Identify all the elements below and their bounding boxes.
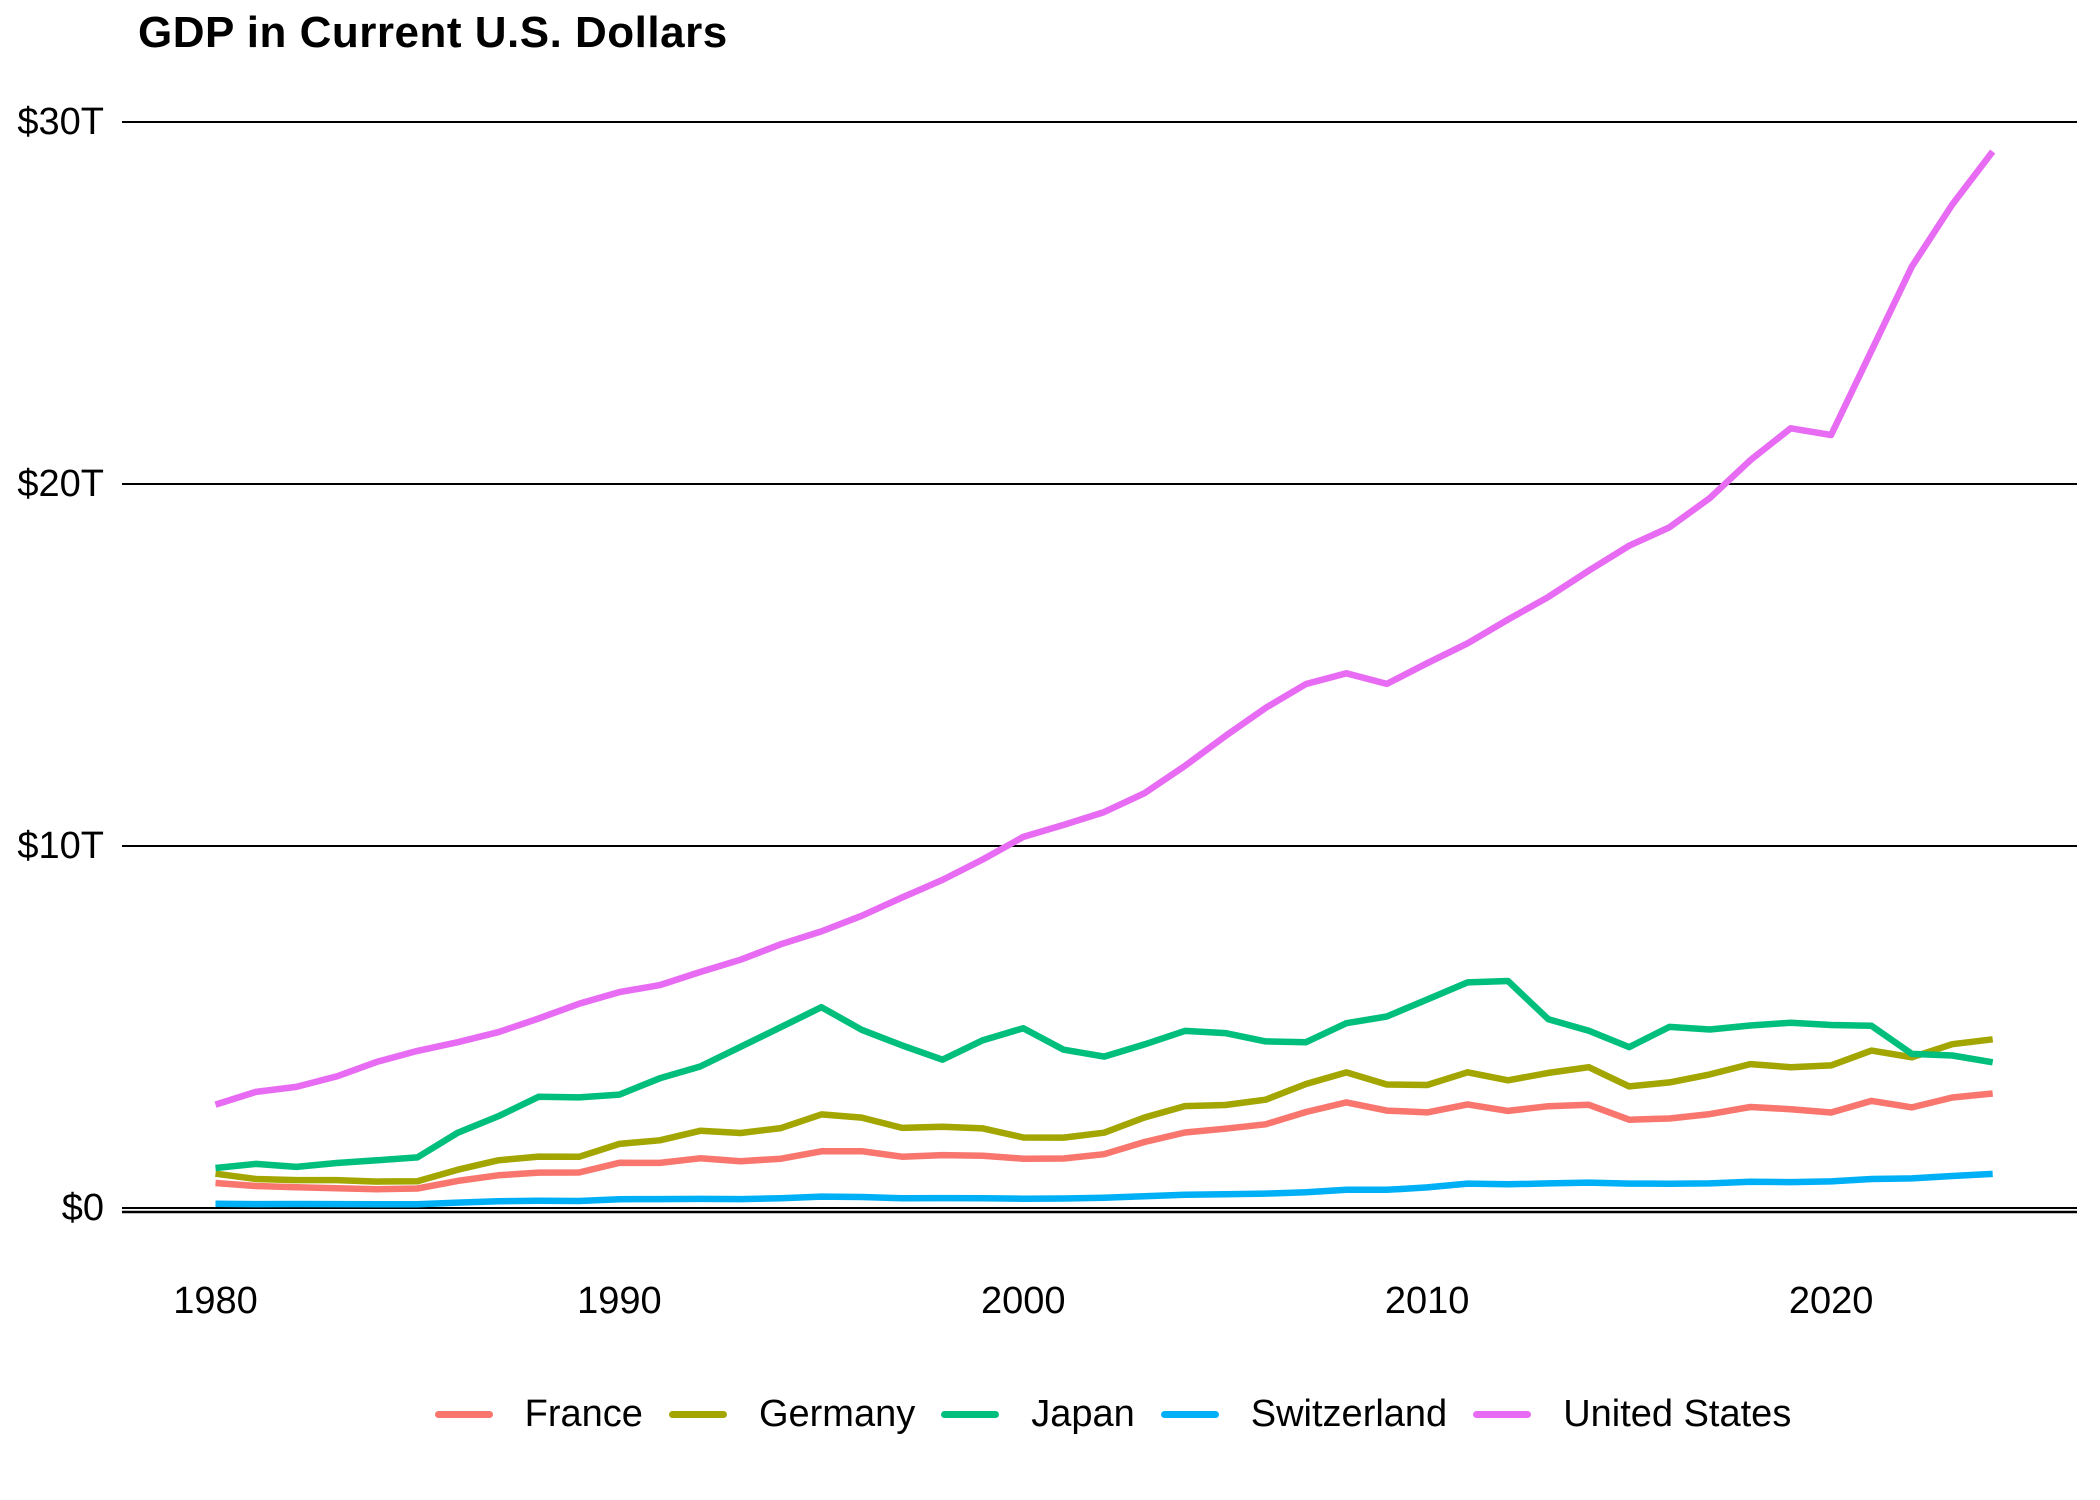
series-line-germany [215,1036,1994,1185]
series-line-switzerland [215,1170,1993,1208]
legend-label-japan: Japan [1031,1393,1135,1435]
legend: France Germany Japan Switzerland United Stat… [63,1392,2100,1436]
legend-swatch-japan [941,1410,1000,1418]
series-line-france [215,1090,1994,1193]
x-tick-label-2000: 2000 [981,1280,1066,1322]
legend-label-france: France [524,1393,643,1435]
legend-swatch-germany [668,1410,727,1418]
chart-title: GDP in Current U.S. Dollars [138,8,728,57]
x-tick-label-1980: 1980 [173,1280,258,1322]
y-tick-label--20t: $20T [17,463,104,505]
gridlines [122,121,2077,1209]
x-tick-label-1990: 1990 [577,1280,662,1322]
y-tick-label--10t: $10T [17,825,104,867]
y-tick-label--0: $0 [61,1187,104,1229]
legend-item-germany: Germany [668,1393,916,1435]
legend-label-germany: Germany [758,1393,916,1435]
series-lines [214,149,1996,1208]
x-tick-label-2020: 2020 [1788,1280,1874,1322]
x-tick-label-2010: 2010 [1384,1280,1470,1322]
legend-swatch-switzerland [1160,1410,1219,1418]
series-line-japan [215,977,1994,1172]
legend-item-united-states: United States [1473,1395,1791,1433]
legend-label-united-states: United States [1563,1393,1792,1435]
legend-swatch-united-states [1473,1410,1532,1418]
legend-label-switzerland: Switzerland [1250,1393,1448,1435]
legend-swatch-france [434,1410,493,1418]
y-tick-label--30t: $30T [17,101,104,143]
legend-item-japan: Japan [941,1395,1135,1433]
legend-item-switzerland: Switzerland [1160,1393,1448,1435]
series-line-united-states [214,149,1996,1108]
legend-item-france: France [434,1393,643,1435]
